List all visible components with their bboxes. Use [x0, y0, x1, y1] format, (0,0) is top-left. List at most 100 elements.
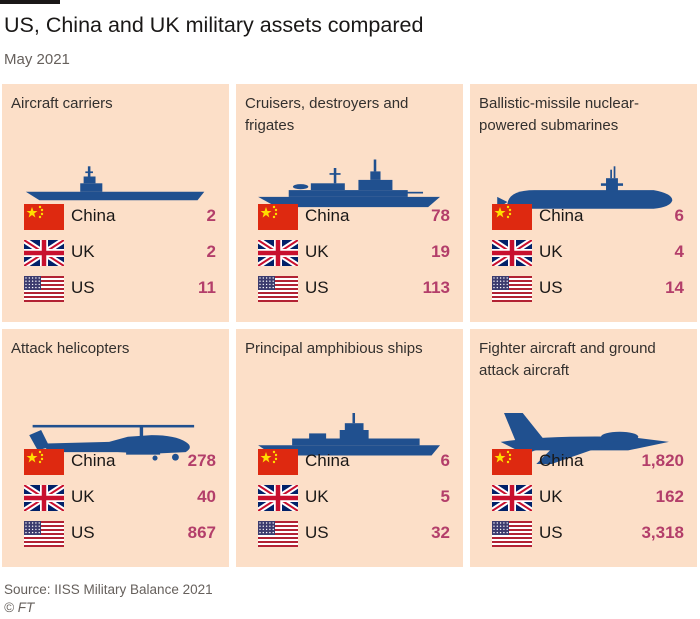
row-china: China 2 [2, 201, 229, 237]
country-rows: China 6 UK 4 US 14 [470, 201, 697, 309]
row-china: China 278 [2, 446, 229, 482]
country-name: UK [71, 487, 95, 506]
country-rows: China 1,820 UK 162 US 3,318 [470, 446, 697, 554]
country-name: China [305, 451, 350, 470]
value-label: 278 [187, 451, 216, 470]
value-label: 6 [674, 206, 684, 225]
value-label: 78 [431, 206, 450, 225]
country-name: UK [71, 242, 95, 261]
chart-subtitle: May 2021 [4, 51, 70, 68]
value-label: 2 [206, 206, 216, 225]
panel-title: Fighter aircraft and ground attack aircr… [479, 340, 656, 379]
value-label: 113 [422, 278, 450, 297]
value-label: 3,318 [641, 523, 684, 542]
row-uk: UK 40 [2, 482, 229, 518]
row-us: US 14 [470, 273, 697, 309]
country-rows: China 6 UK 5 US 32 [236, 446, 463, 554]
panel-attack-helicopters: Attack helicopters China 278 UK 40 US 867 [2, 329, 229, 567]
country-name: US [305, 523, 329, 542]
uk-flag-icon [24, 240, 64, 266]
panel-aircraft-carriers: Aircraft carriers China 2 UK 2 US 11 [2, 84, 229, 322]
china-flag-icon [24, 204, 64, 230]
us-flag-icon [258, 276, 298, 302]
country-name: UK [539, 487, 563, 506]
value-label: 162 [655, 487, 684, 506]
value-label: 11 [198, 278, 216, 297]
china-flag-icon [24, 449, 64, 475]
uk-flag-icon [258, 485, 298, 511]
value-label: 14 [665, 278, 684, 297]
uk-flag-icon [258, 240, 298, 266]
row-us: US 32 [236, 518, 463, 554]
row-china: China 6 [470, 201, 697, 237]
us-flag-icon [492, 276, 532, 302]
panel-title: Principal amphibious ships [245, 340, 423, 357]
row-uk: UK 4 [470, 237, 697, 273]
row-us: US 867 [2, 518, 229, 554]
row-uk: UK 5 [236, 482, 463, 518]
copyright-note: © FT [4, 600, 35, 615]
value-label: 1,820 [641, 451, 684, 470]
value-label: 19 [431, 242, 450, 261]
country-name: China [539, 451, 584, 470]
value-label: 4 [674, 242, 684, 261]
row-china: China 6 [236, 446, 463, 482]
chart-title: US, China and UK military assets compare… [4, 13, 424, 37]
row-us: US 11 [2, 273, 229, 309]
helicopter-icon [29, 424, 195, 461]
panel-fighter-aircraft-and-ground-attack-aircraft: Fighter aircraft and ground attack aircr… [470, 329, 697, 567]
us-flag-icon [258, 521, 298, 547]
value-label: 2 [206, 242, 216, 261]
country-name: US [539, 278, 563, 297]
uk-flag-icon [24, 485, 64, 511]
source-note: Source: IISS Military Balance 2021 [4, 582, 213, 597]
china-flag-icon [258, 449, 298, 475]
country-name: US [71, 523, 95, 542]
country-name: China [71, 451, 116, 470]
panel-title: Cruisers, destroyers and frigates [245, 95, 409, 134]
panel-title: Ballistic-missile nuclear-powered submar… [479, 95, 640, 134]
panel-principal-amphibious-ships: Principal amphibious ships China 6 UK 5 US 32 [236, 329, 463, 567]
country-rows: China 278 UK 40 US 867 [2, 446, 229, 554]
aircraft-carrier-icon [25, 166, 205, 201]
value-label: 32 [431, 523, 450, 542]
top-accent-bar [0, 0, 60, 4]
value-label: 867 [187, 523, 216, 542]
panel-title: Attack helicopters [11, 340, 130, 357]
country-name: US [305, 278, 329, 297]
country-rows: China 78 UK 19 US 113 [236, 201, 463, 309]
country-name: China [539, 206, 584, 225]
country-rows: China 2 UK 2 US 11 [2, 201, 229, 309]
country-name: UK [305, 487, 329, 506]
row-uk: UK 19 [236, 237, 463, 273]
china-flag-icon [492, 204, 532, 230]
row-us: US 113 [236, 273, 463, 309]
uk-flag-icon [492, 485, 532, 511]
us-flag-icon [24, 276, 64, 302]
row-china: China 78 [236, 201, 463, 237]
row-us: US 3,318 [470, 518, 697, 554]
panel-cruisers-destroyers-and-frigates: Cruisers, destroyers and frigates China 78… [236, 84, 463, 322]
fighter-jet-icon [500, 413, 669, 464]
panel-title: Aircraft carriers [11, 95, 113, 112]
row-china: China 1,820 [470, 446, 697, 482]
china-flag-icon [258, 204, 298, 230]
value-label: 40 [197, 487, 216, 506]
submarine-icon [497, 166, 673, 209]
country-name: UK [539, 242, 563, 261]
destroyer-icon [258, 159, 441, 208]
us-flag-icon [24, 521, 64, 547]
country-name: US [539, 523, 563, 542]
panel-ballistic-missile-nuclear-powered-submarines: Ballistic-missile nuclear-powered submar… [470, 84, 697, 322]
country-name: China [71, 206, 116, 225]
panel-grid: Aircraft carriers China 2 UK 2 US 11 Cruisers, … [2, 84, 698, 567]
country-name: UK [305, 242, 329, 261]
amphibious-ship-icon [258, 413, 441, 456]
country-name: US [71, 278, 95, 297]
us-flag-icon [492, 521, 532, 547]
value-label: 5 [440, 487, 450, 506]
row-uk: UK 162 [470, 482, 697, 518]
china-flag-icon [492, 449, 532, 475]
uk-flag-icon [492, 240, 532, 266]
row-uk: UK 2 [2, 237, 229, 273]
